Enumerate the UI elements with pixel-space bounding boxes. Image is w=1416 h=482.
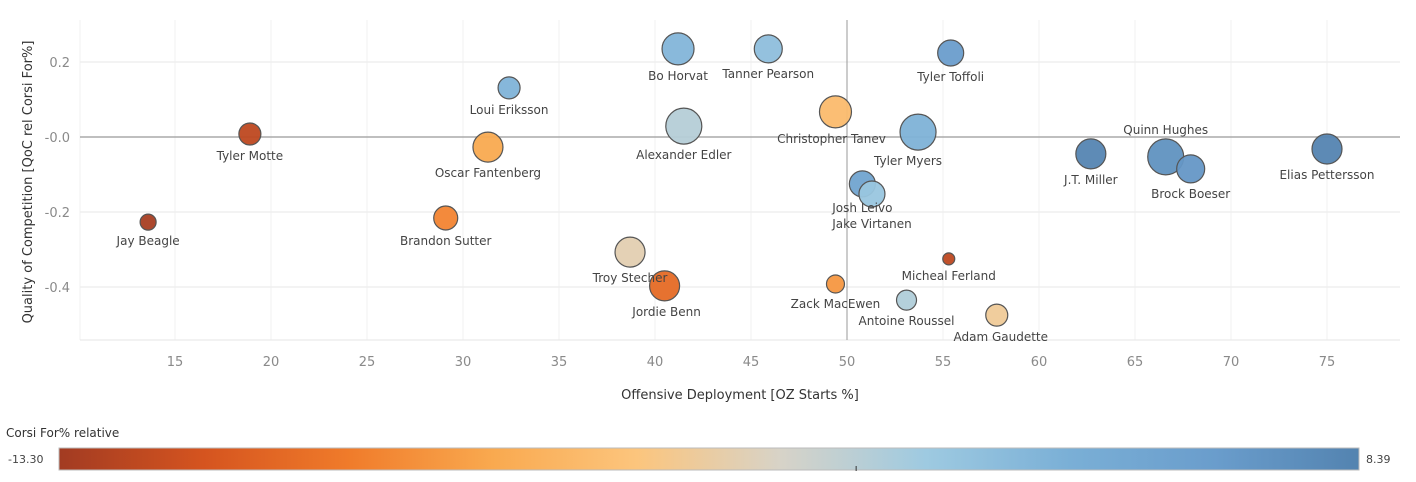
point-label: J.T. Miller — [1063, 173, 1118, 187]
point-label: Jordie Benn — [631, 305, 701, 319]
x-tick-label: 15 — [167, 355, 184, 370]
y-tick-label: -0.0 — [45, 131, 70, 146]
legend-max-label: 8.39 — [1366, 453, 1391, 466]
point-label: Tyler Motte — [216, 149, 284, 163]
x-tick-label: 55 — [935, 355, 952, 370]
x-axis-label: Offensive Deployment [OZ Starts %] — [621, 388, 859, 403]
point-label: Oscar Fantenberg — [435, 166, 541, 180]
point-label: Antoine Roussel — [859, 314, 955, 328]
data-point — [825, 274, 846, 294]
point-label: Bo Horvat — [648, 69, 708, 83]
legend-title: Corsi For% relative — [6, 426, 119, 440]
x-tick-label: 30 — [455, 355, 472, 370]
point-label: Quinn Hughes — [1123, 123, 1208, 137]
point-label: Tyler Toffoli — [916, 70, 984, 84]
data-point — [937, 39, 965, 67]
data-point — [1075, 138, 1107, 170]
point-label: Jake Virtanen — [831, 217, 911, 231]
point-label: Josh Leivo — [831, 201, 892, 215]
x-tick-label: 35 — [551, 355, 568, 370]
data-point — [818, 95, 853, 129]
y-tick-label: -0.4 — [45, 281, 70, 296]
legend-min-label: -13.30 — [8, 453, 43, 466]
point-label: Zack MacEwen — [791, 297, 881, 311]
point-label: Tanner Pearson — [721, 67, 814, 81]
data-point — [661, 32, 695, 66]
data-point — [139, 213, 157, 231]
x-tick-label: 20 — [263, 355, 280, 370]
point-label: Brandon Sutter — [400, 234, 492, 248]
data-point — [753, 34, 783, 64]
data-point — [433, 205, 459, 231]
x-tick-label: 65 — [1127, 355, 1144, 370]
x-tick-label: 70 — [1223, 355, 1240, 370]
data-point — [238, 122, 262, 146]
y-tick-label: -0.2 — [45, 206, 70, 221]
point-label: Micheal Ferland — [902, 269, 996, 283]
data-point — [895, 289, 918, 311]
data-point — [472, 131, 504, 163]
x-tick-label: 25 — [359, 355, 376, 370]
point-label: Loui Eriksson — [470, 103, 549, 117]
data-point — [1311, 133, 1343, 165]
point-label: Christopher Tanev — [777, 132, 886, 146]
data-point — [1176, 154, 1206, 184]
legend-gradient-bar — [58, 447, 1360, 471]
color-legend: Corsi For% relative -13.30 8.39 — [6, 426, 1391, 471]
point-label: Tyler Myers — [873, 154, 942, 168]
x-tick-label: 75 — [1319, 355, 1336, 370]
data-point — [899, 113, 937, 151]
x-tick-label: 50 — [839, 355, 856, 370]
point-label: Troy Stecher — [592, 271, 668, 285]
y-axis-label: Quality of Competition [QoC rel Corsi Fo… — [21, 41, 36, 324]
point-label: Adam Gaudette — [953, 330, 1048, 344]
point-label: Brock Boeser — [1151, 187, 1230, 201]
point-label: Elias Pettersson — [1279, 168, 1374, 182]
x-tick-label: 60 — [1031, 355, 1048, 370]
data-point — [497, 76, 521, 100]
data-point — [614, 236, 646, 268]
data-point — [858, 180, 886, 208]
data-point — [942, 252, 956, 266]
data-point — [665, 107, 703, 145]
point-label: Jay Beagle — [116, 234, 180, 248]
data-point — [985, 303, 1009, 327]
x-tick-label: 40 — [647, 355, 664, 370]
y-tick-label: 0.2 — [49, 56, 70, 71]
point-label: Alexander Edler — [636, 148, 731, 162]
x-tick-label: 45 — [743, 355, 760, 370]
data-point — [648, 270, 681, 302]
